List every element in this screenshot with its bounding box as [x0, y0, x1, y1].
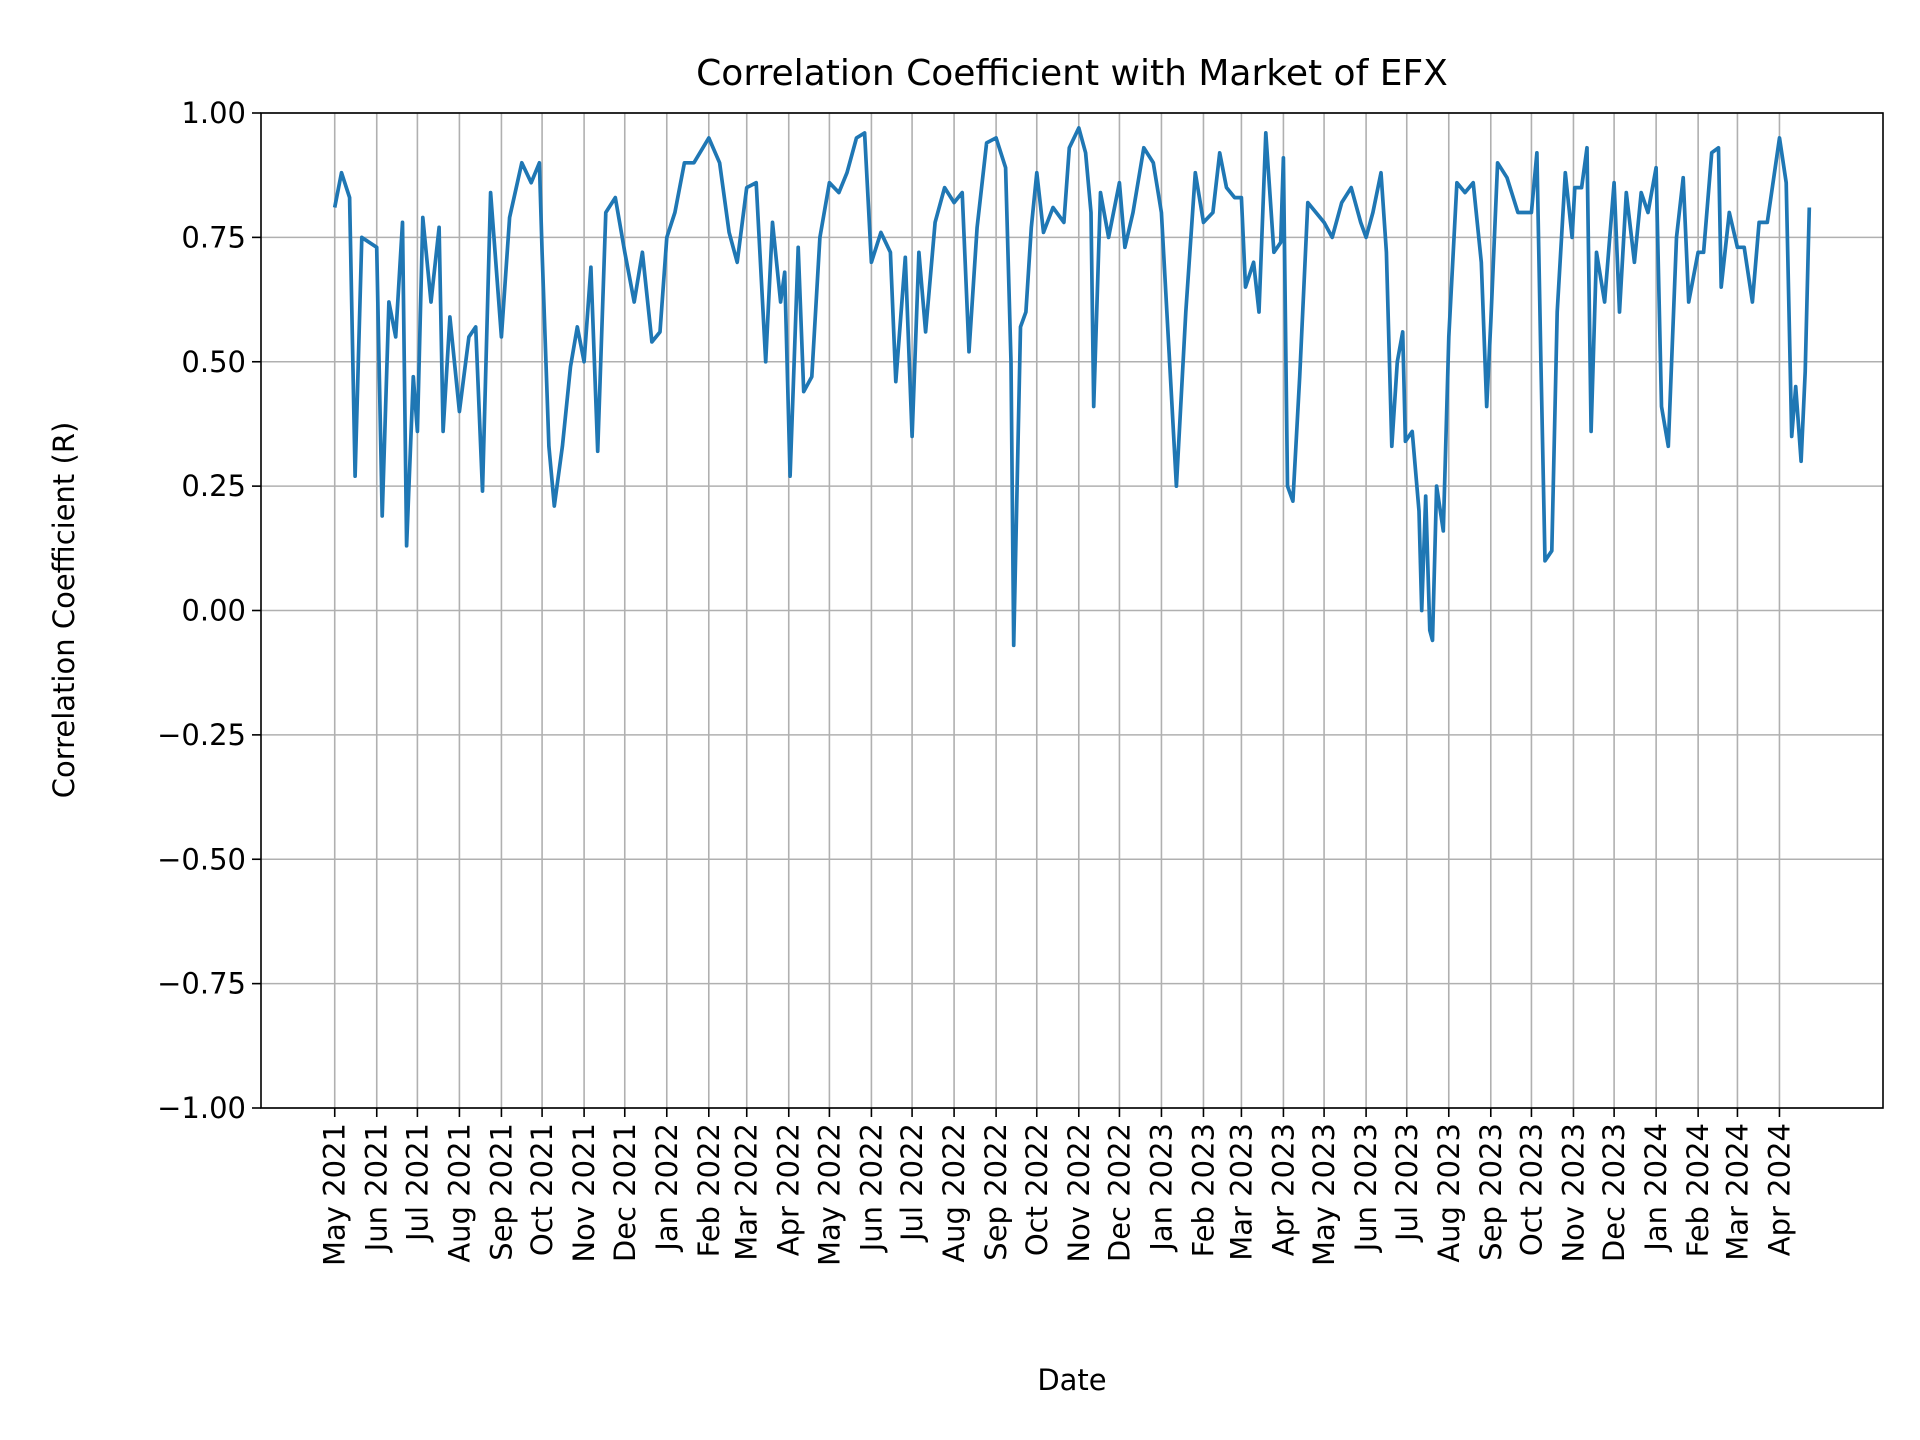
y-tick-label: 1.00	[181, 96, 246, 130]
x-tick-label: Aug 2023	[1432, 1123, 1466, 1263]
x-axis-label: Date	[1037, 1363, 1106, 1397]
x-tick-label: Oct 2021	[525, 1123, 559, 1256]
y-tick-label: −0.50	[157, 842, 246, 876]
x-tick-label: May 2022	[812, 1123, 846, 1266]
y-tick-label: −0.75	[157, 967, 246, 1001]
x-tick-label: Nov 2023	[1556, 1123, 1590, 1263]
x-tick-label: Apr 2024	[1762, 1123, 1796, 1256]
x-tick-label: Jun 2023	[1349, 1123, 1383, 1253]
x-tick-label: Jun 2022	[854, 1123, 888, 1253]
x-tick-label: Feb 2023	[1186, 1123, 1220, 1257]
x-tick-label: Feb 2022	[692, 1123, 726, 1257]
x-axis: May 2021 Jun 2021 Jul 2021 Aug 2021 Sep 2021…	[318, 1108, 1796, 1266]
x-tick-label: Dec 2022	[1102, 1123, 1136, 1262]
x-tick-label: Oct 2023	[1514, 1123, 1548, 1256]
x-tick-label: Jul 2022	[895, 1123, 929, 1243]
x-tick-label: Nov 2022	[1062, 1123, 1096, 1263]
x-tick-label: May 2023	[1307, 1123, 1341, 1266]
x-tick-label: Dec 2023	[1597, 1123, 1631, 1262]
x-tick-label: Aug 2022	[937, 1123, 971, 1263]
x-tick-label: Jun 2021	[360, 1123, 394, 1253]
x-tick-label: Sep 2021	[484, 1123, 518, 1261]
x-tick-label: Sep 2023	[1474, 1123, 1508, 1261]
x-tick-label: Apr 2023	[1266, 1123, 1300, 1256]
x-tick-label: Dec 2021	[608, 1123, 642, 1262]
y-tick-label: 0.00	[181, 594, 246, 628]
x-tick-label: Oct 2022	[1020, 1123, 1054, 1256]
x-tick-label: Nov 2021	[567, 1123, 601, 1263]
x-tick-label: Jan 2024	[1639, 1123, 1673, 1253]
x-tick-label: Mar 2023	[1224, 1123, 1258, 1261]
y-axis: −1.00 −0.75 −0.50 −0.25 0.00 0.25 0.50 0.75 1.00	[157, 96, 261, 1125]
x-tick-label: Mar 2022	[730, 1123, 764, 1261]
x-tick-label: Jul 2023	[1390, 1123, 1424, 1243]
x-tick-label: Apr 2022	[772, 1123, 806, 1256]
series	[332, 126, 1812, 648]
x-tick-label: Sep 2022	[979, 1123, 1013, 1261]
x-tick-label: Mar 2024	[1720, 1123, 1754, 1261]
x-tick-label: Jan 2022	[650, 1123, 684, 1253]
x-tick-label: May 2021	[318, 1123, 352, 1266]
y-tick-label: 0.50	[181, 345, 246, 379]
x-tick-label: Feb 2024	[1681, 1123, 1715, 1257]
y-tick-label: −0.25	[157, 718, 246, 752]
x-tick-label: Jul 2021	[400, 1123, 434, 1243]
correlation-line	[332, 126, 1812, 648]
y-tick-label: 0.25	[181, 469, 246, 503]
y-tick-label: −1.00	[157, 1091, 246, 1125]
chart-title: Correlation Coefficient with Market of E…	[696, 53, 1448, 94]
x-tick-label: Aug 2021	[442, 1123, 476, 1263]
y-tick-label: 0.75	[181, 220, 246, 254]
x-tick-label: Jan 2023	[1144, 1123, 1178, 1253]
y-axis-label: Correlation Coefficient (R)	[47, 422, 81, 799]
